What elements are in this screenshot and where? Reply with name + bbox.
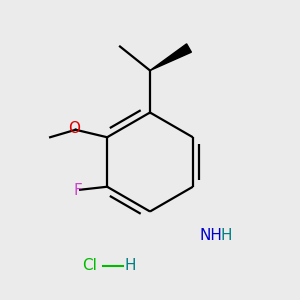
Text: H: H [220,228,232,243]
Text: NH: NH [200,228,222,243]
Text: F: F [74,183,82,198]
Polygon shape [150,44,191,70]
Text: O: O [68,121,80,136]
Text: Cl: Cl [82,258,98,273]
Text: H: H [125,258,136,273]
